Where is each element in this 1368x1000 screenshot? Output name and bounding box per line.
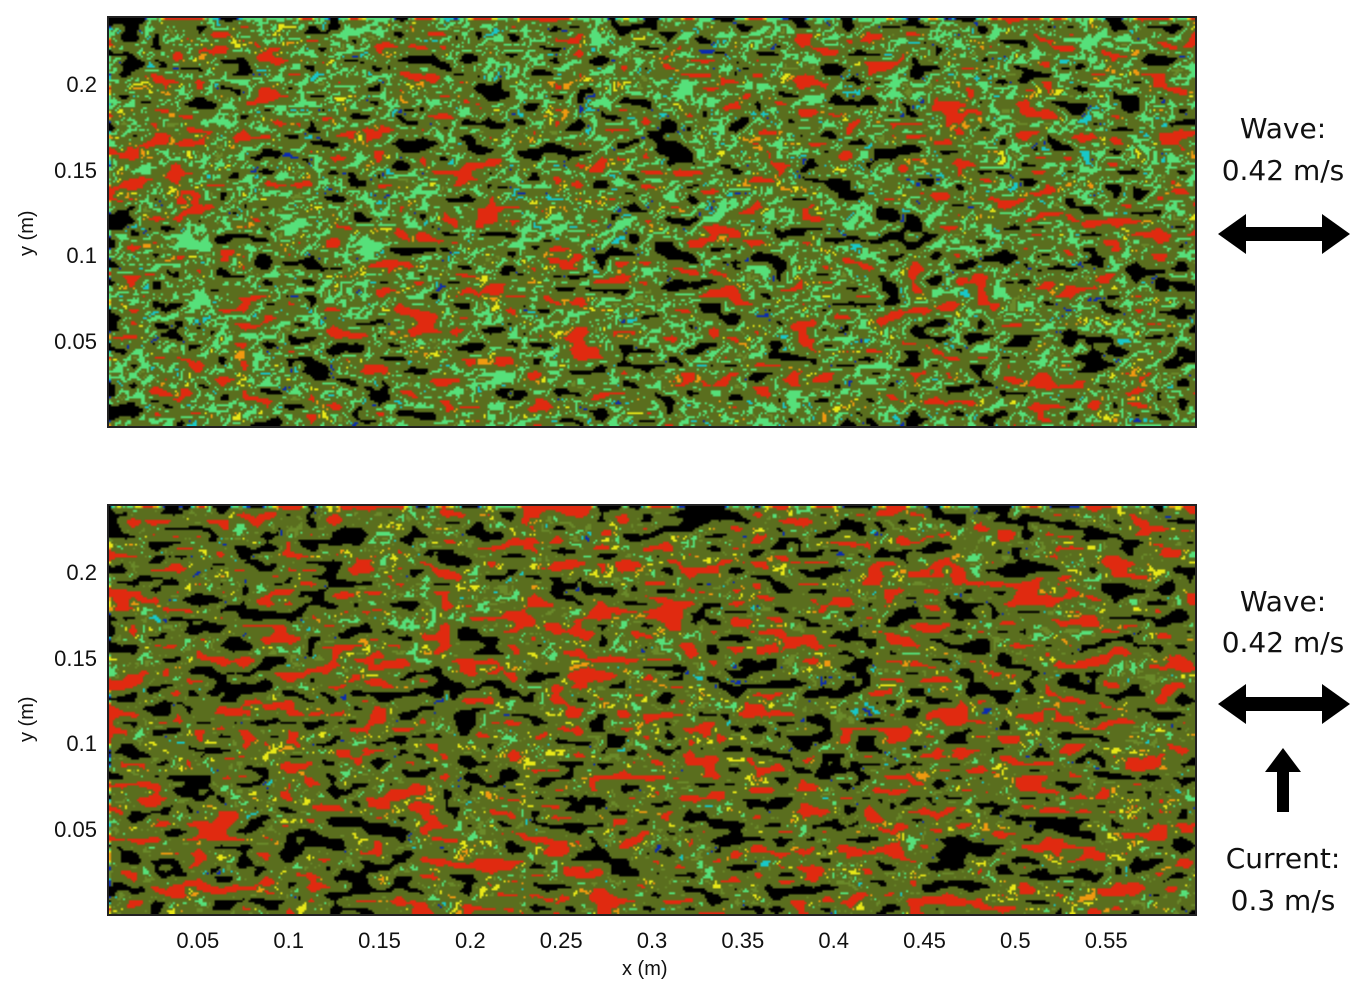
heatmap-panel-top — [107, 16, 1197, 428]
current-up-arrow-icon — [1265, 748, 1301, 812]
x-tick-label: 0.45 — [903, 928, 946, 953]
x-tick-label: 0.35 — [721, 928, 765, 953]
wave-label-bottom: Wave: — [1239, 585, 1327, 618]
heatmap-canvas-bottom — [109, 506, 1195, 914]
wave-value-top: 0.42 m/s — [1221, 154, 1345, 187]
x-axis-label: x (m) — [622, 958, 668, 980]
x-tick-label: 0.2 — [455, 928, 486, 953]
wave-value-bottom: 0.42 m/s — [1221, 626, 1345, 659]
x-tick-label: 0.3 — [636, 928, 668, 953]
x-tick-label: 0.25 — [539, 928, 583, 953]
x-tick-label: 0.15 — [358, 928, 401, 953]
x-tick-label: 0.5 — [1000, 928, 1031, 953]
wave-double-arrow-icon-top — [1218, 214, 1350, 254]
wave-double-arrow-icon-bottom — [1218, 684, 1350, 724]
current-value: 0.3 m/s — [1230, 884, 1336, 917]
y-tick-label: 0.15 — [54, 157, 97, 183]
x-tick-label: 0.55 — [1084, 928, 1128, 953]
y-tick-label: 0.1 — [66, 243, 97, 269]
heatmap-canvas-top — [109, 18, 1195, 426]
y-tick-label: 0.2 — [66, 559, 97, 585]
current-label: Current: — [1225, 842, 1341, 875]
y-tick-label: 0.1 — [66, 731, 97, 757]
heatmap-panel-bottom — [107, 504, 1197, 916]
x-tick-label: 0.05 — [176, 928, 220, 953]
wave-label-top: Wave: — [1239, 112, 1327, 145]
x-tick-label: 0.1 — [273, 928, 304, 953]
x-tick-label: 0.4 — [818, 928, 849, 953]
y-tick-label: 0.15 — [54, 645, 97, 671]
y-tick-label: 0.2 — [66, 71, 97, 97]
y-tick-label: 0.05 — [54, 329, 97, 355]
y-tick-label: 0.05 — [54, 817, 97, 843]
